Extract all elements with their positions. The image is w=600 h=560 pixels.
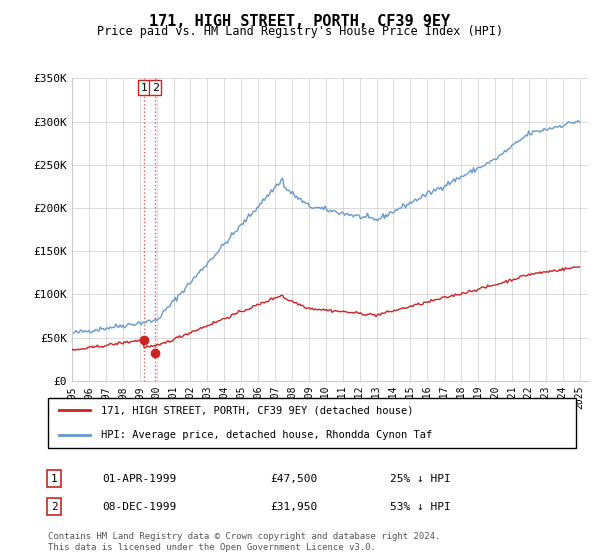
Text: Price paid vs. HM Land Registry's House Price Index (HPI): Price paid vs. HM Land Registry's House … xyxy=(97,25,503,38)
Text: 01-APR-1999: 01-APR-1999 xyxy=(102,474,176,484)
Text: 171, HIGH STREET, PORTH, CF39 9EY (detached house): 171, HIGH STREET, PORTH, CF39 9EY (detac… xyxy=(101,405,413,415)
Text: 2: 2 xyxy=(50,502,58,512)
Text: £47,500: £47,500 xyxy=(270,474,317,484)
Text: Contains HM Land Registry data © Crown copyright and database right 2024.
This d: Contains HM Land Registry data © Crown c… xyxy=(48,532,440,552)
Text: 2: 2 xyxy=(152,83,159,93)
Text: £31,950: £31,950 xyxy=(270,502,317,512)
Text: 25% ↓ HPI: 25% ↓ HPI xyxy=(390,474,451,484)
FancyBboxPatch shape xyxy=(48,398,576,448)
Text: 171, HIGH STREET, PORTH, CF39 9EY: 171, HIGH STREET, PORTH, CF39 9EY xyxy=(149,14,451,29)
Text: 08-DEC-1999: 08-DEC-1999 xyxy=(102,502,176,512)
Text: 53% ↓ HPI: 53% ↓ HPI xyxy=(390,502,451,512)
Text: 1: 1 xyxy=(140,83,148,93)
Text: 1: 1 xyxy=(50,474,58,484)
Text: HPI: Average price, detached house, Rhondda Cynon Taf: HPI: Average price, detached house, Rhon… xyxy=(101,431,432,440)
